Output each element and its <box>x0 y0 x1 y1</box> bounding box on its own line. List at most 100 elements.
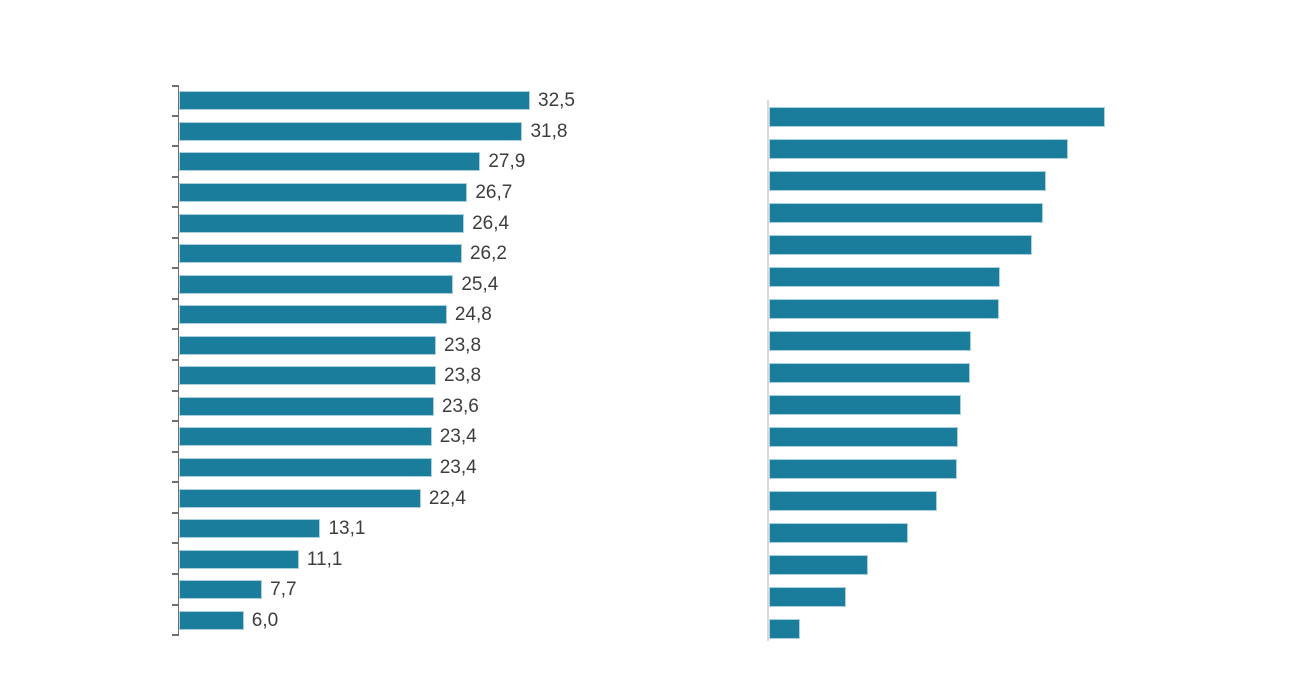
bar <box>179 335 437 355</box>
bar-row <box>769 267 1001 287</box>
bar-row: 23,6 <box>179 395 479 417</box>
bar-row: 11,1 <box>179 548 343 570</box>
axis-tick <box>172 420 178 423</box>
bar-value-label: 7,7 <box>270 579 297 601</box>
bar-row <box>769 587 846 607</box>
bar <box>179 305 447 325</box>
bar-row: 32,5 <box>179 90 575 112</box>
bar-row <box>769 299 1000 319</box>
bar-value-label: 26,4 <box>472 212 510 234</box>
axis-tick <box>172 114 178 117</box>
bar <box>179 274 454 294</box>
bar-row: 27,9 <box>179 151 526 173</box>
axis-tick <box>172 145 178 148</box>
bar-row <box>769 331 971 351</box>
bar <box>179 580 263 600</box>
bar-row: 13,1 <box>179 518 366 540</box>
axis-tick <box>172 297 178 300</box>
bar-row: 31,8 <box>179 120 568 142</box>
bar <box>769 395 961 415</box>
bar-value-label: 23,8 <box>444 365 482 387</box>
bar <box>769 587 846 607</box>
bar-row: 23,4 <box>179 458 477 477</box>
bar-value-label: 22,4 <box>428 487 466 509</box>
bar-row: 6,0 <box>179 609 279 631</box>
bar-row: 23,8 <box>179 334 482 356</box>
bar-value-label: 23,6 <box>441 395 479 417</box>
right-bar-chart <box>767 100 1167 641</box>
bar-row <box>769 203 1043 223</box>
axis-tick <box>172 634 178 637</box>
bar <box>769 139 1069 159</box>
bar-row <box>769 491 937 511</box>
bar-value-label: 31,8 <box>530 120 568 142</box>
bar-row <box>769 107 1105 127</box>
bar <box>769 235 1033 255</box>
bar <box>769 459 958 479</box>
bar <box>179 519 321 539</box>
bar <box>179 458 432 477</box>
bar-value-label: 24,8 <box>454 304 492 326</box>
bar <box>179 488 421 508</box>
bar-value-label: 27,9 <box>488 151 526 173</box>
bar <box>179 182 468 202</box>
bar <box>769 331 971 351</box>
axis-tick <box>172 206 178 209</box>
bar-row <box>769 363 970 383</box>
bar <box>179 427 432 447</box>
bar-value-label: 26,7 <box>475 181 513 203</box>
bar <box>179 610 244 630</box>
bar <box>179 121 523 141</box>
axis-tick <box>172 511 178 514</box>
bar-row: 26,7 <box>179 181 513 203</box>
bar <box>179 152 481 172</box>
axis-tick <box>172 175 178 178</box>
bar-row <box>769 171 1046 191</box>
bar <box>769 427 959 447</box>
axis-tick <box>172 572 178 575</box>
bar <box>769 171 1046 191</box>
bar-row <box>769 427 959 447</box>
bar-row <box>769 459 958 479</box>
bar-value-label: 13,1 <box>328 518 366 540</box>
axis-tick <box>172 85 178 87</box>
bar <box>769 267 1001 287</box>
bar <box>179 366 437 386</box>
axis-tick <box>172 603 178 606</box>
bar-value-label: 32,5 <box>538 90 575 112</box>
bar-row: 26,2 <box>179 243 507 265</box>
bar-value-label: 23,8 <box>444 334 482 356</box>
bar <box>179 244 462 264</box>
bar-row <box>769 555 869 575</box>
bar-row: 23,8 <box>179 365 482 387</box>
right-chart-category-axis-line <box>767 100 769 641</box>
bar <box>179 396 434 416</box>
axis-tick <box>172 450 178 453</box>
bar-row: 26,4 <box>179 212 510 234</box>
bar-value-label: 23,4 <box>439 426 477 448</box>
bar <box>769 299 1000 319</box>
bar-value-label: 26,2 <box>469 243 507 265</box>
bar <box>179 549 299 569</box>
left-bar-chart: 32,5 31,8 27,9 26,7 26,4 26,2 25,4 24,8 23,8 23,8… <box>172 85 602 637</box>
bar <box>179 213 465 233</box>
bar-row: 25,4 <box>179 274 498 294</box>
bar <box>179 91 530 111</box>
axis-tick <box>172 359 178 362</box>
axis-tick <box>172 236 178 239</box>
bar-value-label: 23,4 <box>439 457 477 478</box>
bar-row <box>769 139 1069 159</box>
bar-row <box>769 235 1033 255</box>
bar <box>769 555 869 575</box>
bar-row: 22,4 <box>179 487 466 509</box>
bar-value-label: 6,0 <box>251 609 279 631</box>
bar-row: 7,7 <box>179 579 297 601</box>
bar-value-label: 11,1 <box>306 548 343 570</box>
left-chart-category-axis-line <box>178 85 179 636</box>
bar <box>769 107 1105 127</box>
bar-row <box>769 395 961 415</box>
axis-tick <box>172 267 178 270</box>
bar <box>769 619 800 639</box>
bar-row: 23,4 <box>179 426 477 448</box>
